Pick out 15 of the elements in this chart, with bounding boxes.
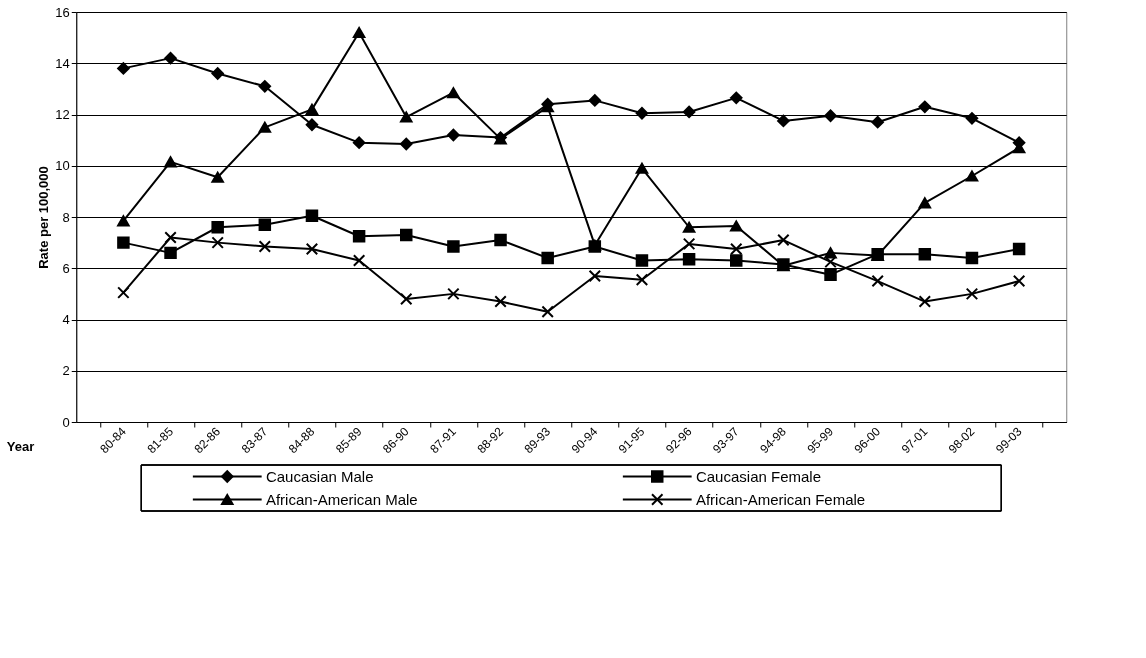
legend-label: Caucasian Male xyxy=(265,467,374,485)
y-tick-label: 14 xyxy=(55,55,70,71)
legend-label: African-American Male xyxy=(265,490,418,508)
legend-label: Caucasian Female xyxy=(695,467,822,485)
y-tick-label: 10 xyxy=(55,158,70,174)
y-tick-label: 6 xyxy=(62,260,70,276)
y-tick-label: 0 xyxy=(62,414,70,430)
y-tick-label: 8 xyxy=(62,209,70,225)
y-tick-label: 4 xyxy=(62,312,70,327)
y-tick-label: 2 xyxy=(62,363,70,379)
y-axis-title: Rate per 100,000 xyxy=(36,166,52,269)
legend-label: African-American Female xyxy=(695,490,866,508)
x-axis-title: Year xyxy=(6,438,35,454)
y-tick-label: 16 xyxy=(55,4,70,20)
y-tick-label: 12 xyxy=(55,107,70,122)
